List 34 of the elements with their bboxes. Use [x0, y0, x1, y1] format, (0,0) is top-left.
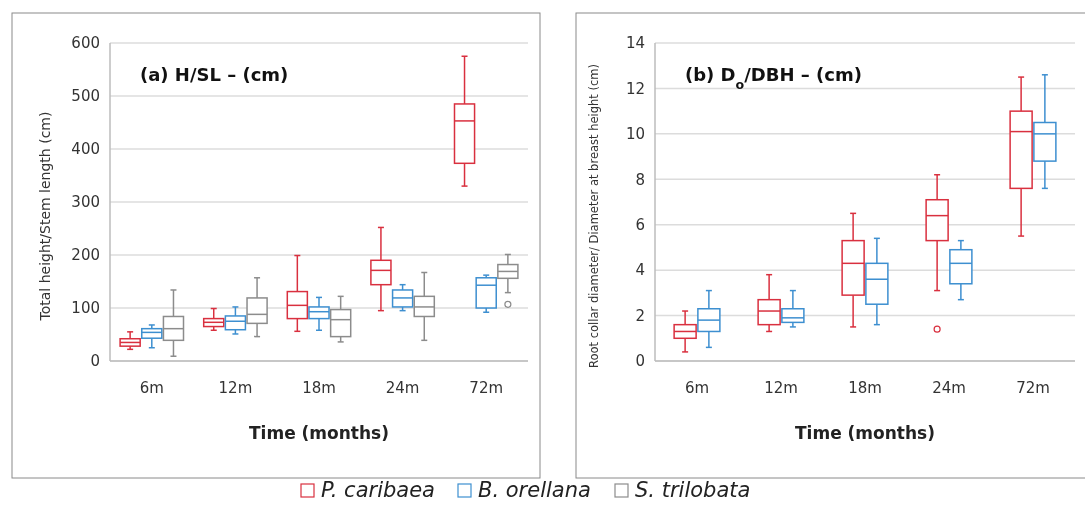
y-tick-label: 400	[71, 140, 100, 159]
y-axis-title: Root collar diameter/ Diameter at breast height (cm)	[587, 64, 601, 368]
x-tick-label: 18m	[302, 379, 336, 397]
x-tick-label: 72m	[469, 379, 504, 397]
x-tick-label: 18m	[848, 379, 882, 397]
x-axis-title: Time (months)	[249, 423, 389, 443]
x-axis-title: Time (months)	[795, 423, 935, 443]
y-tick-label: 6	[635, 215, 645, 234]
x-tick-label: 24m	[385, 379, 420, 397]
y-axis-title: Total height/Stem length (cm)	[37, 111, 53, 322]
text: (a) H/SL – (cm)	[140, 64, 289, 85]
x-tick-label: 72m	[1016, 379, 1050, 397]
y-tick-label: 0	[90, 352, 100, 371]
y-tick-label: 8	[635, 170, 645, 189]
legend-label: P. caribaea	[321, 478, 435, 502]
y-tick-label: 12	[625, 79, 645, 98]
y-tick-label: 300	[71, 193, 100, 212]
y-tick-label: 2	[635, 306, 645, 325]
x-tick-label: 12m	[218, 379, 253, 397]
x-tick-label: 6m	[684, 379, 710, 397]
y-tick-label: 14	[625, 34, 645, 53]
y-tick-label: 200	[71, 246, 100, 265]
x-tick-label: 6m	[139, 379, 164, 397]
x-tick-label: 24m	[932, 379, 966, 397]
y-tick-label: 0	[635, 352, 645, 371]
y-tick-label: 4	[635, 261, 645, 280]
y-tick-label: 600	[71, 34, 100, 53]
y-tick-label: 100	[71, 299, 100, 318]
y-tick-label: 10	[625, 125, 645, 144]
legend-label: B. orellana	[478, 478, 591, 502]
x-tick-label: 12m	[764, 379, 798, 397]
y-tick-label: 500	[71, 87, 100, 106]
text: (b) D$_{o}$/DBH – (cm)	[685, 64, 862, 92]
legend-label: S. trilobata	[635, 478, 751, 502]
